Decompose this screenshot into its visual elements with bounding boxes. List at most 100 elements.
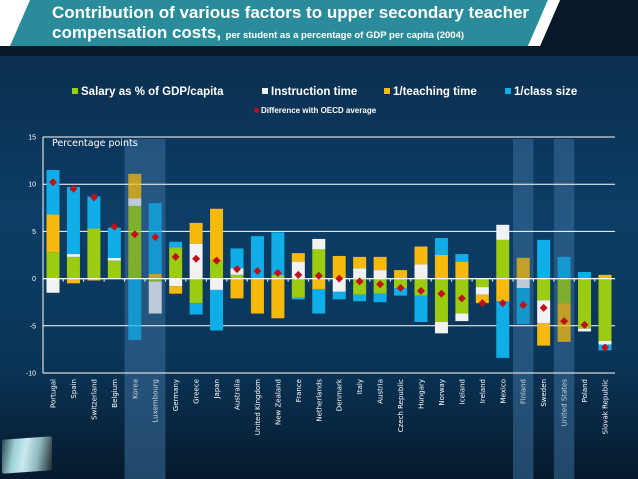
- bar-segment-salary: [475, 278, 489, 288]
- title-banner: [10, 0, 638, 46]
- bar-segment-teaching: [373, 256, 387, 271]
- x-label-iceland: Iceland: [458, 379, 466, 404]
- bar-segment-teaching: [353, 256, 367, 269]
- bar-segment-classsize: [434, 238, 448, 255]
- bars: [46, 170, 612, 358]
- difference-marker-france: [294, 270, 303, 279]
- legend-item-instruction: Instruction time: [262, 86, 357, 98]
- x-label-poland: Poland: [581, 379, 589, 402]
- difference-marker-germany: [171, 252, 180, 261]
- bar-segment-classsize: [87, 196, 101, 229]
- bar-segment-salary: [578, 278, 592, 329]
- bar-group-united-states: [557, 256, 571, 342]
- difference-marker-iceland: [457, 294, 466, 303]
- difference-marker-united-states: [560, 317, 569, 326]
- x-label-new-zealand: New Zealand: [274, 379, 282, 425]
- difference-marker-portugal: [49, 178, 57, 187]
- x-axis-labels: Portugal Spain Switzerland Belgium Korea Luxe…: [50, 378, 610, 435]
- difference-marker-finland: [519, 301, 528, 310]
- x-label-greece: Greece: [193, 379, 201, 404]
- legend-swatch-teaching: [384, 88, 390, 94]
- bar-segment-classsize: [271, 232, 285, 275]
- difference-marker-netherlands: [314, 271, 323, 280]
- bar-segment-classsize: [107, 227, 121, 258]
- bar-segment-instruction: [578, 328, 592, 332]
- bar-segment-instruction: [434, 322, 448, 334]
- title-banner-divider: [528, 0, 560, 46]
- y-tick-label: 10: [28, 182, 36, 189]
- bar-group-hungary: [414, 246, 428, 323]
- difference-marker-belgium: [110, 222, 119, 231]
- difference-marker-austria: [376, 280, 385, 289]
- bar-segment-salary: [394, 278, 408, 289]
- bar-group-austria: [373, 256, 387, 303]
- x-label-czech-republic: Czech Republic: [397, 379, 405, 432]
- bar-segment-instruction: [516, 278, 530, 289]
- bar-segment-salary: [291, 278, 305, 298]
- bar-segment-instruction: [210, 278, 224, 290]
- bar-group-norway: [434, 238, 448, 334]
- bar-segment-teaching: [148, 273, 162, 279]
- bar-group-belgium: [107, 227, 121, 279]
- bar-segment-teaching: [210, 208, 224, 261]
- bar-segment-classsize: [496, 301, 510, 358]
- legend-diamond-marker: [254, 108, 259, 113]
- bar-segment-instruction: [332, 278, 346, 292]
- bar-group-ireland: [475, 278, 489, 304]
- bar-segment-salary: [598, 278, 612, 341]
- bar-segment-teaching: [496, 278, 510, 302]
- difference-marker-italy: [355, 277, 364, 286]
- bar-group-spain: [66, 187, 80, 284]
- x-label-sweden: Sweden: [540, 379, 548, 407]
- bar-group-italy: [353, 256, 367, 302]
- legend-item-classsize: 1/class size: [505, 86, 577, 98]
- x-label-belgium: Belgium: [111, 379, 119, 408]
- legend-swatch-classsize: [505, 88, 511, 94]
- bar-segment-salary: [312, 249, 326, 279]
- bar-segment-teaching: [291, 253, 305, 262]
- difference-marker-czech-republic: [396, 284, 405, 293]
- x-label-france: France: [295, 379, 303, 402]
- bar-group-germany: [169, 241, 183, 294]
- bar-segment-classsize: [210, 289, 224, 331]
- legend-label-teaching: 1/teaching time: [393, 86, 477, 98]
- bar-segment-classsize: [537, 239, 551, 279]
- difference-marker-switzerland: [89, 193, 98, 202]
- difference-marker-sweden: [539, 303, 548, 312]
- bar-segment-salary: [189, 278, 203, 304]
- bar-group-poland: [578, 271, 592, 332]
- bar-segment-instruction: [414, 264, 428, 279]
- bar-group-mexico: [496, 224, 510, 358]
- bar-segment-teaching: [169, 286, 183, 294]
- bar-segment-teaching: [434, 255, 448, 279]
- bar-group-denmark: [332, 255, 346, 300]
- chart-title-subtitle: per student as a percentage of GDP per c…: [225, 30, 465, 41]
- bar-segment-classsize: [230, 248, 244, 269]
- x-label-united-kingdom: United Kingdom: [254, 379, 262, 435]
- difference-marker-spain: [69, 184, 78, 193]
- difference-marker-australia: [233, 265, 241, 274]
- x-label-portugal: Portugal: [50, 379, 58, 408]
- bar-segment-teaching: [537, 322, 551, 346]
- bar-segment-classsize: [189, 303, 203, 315]
- bar-segment-classsize: [46, 170, 60, 215]
- bar-segment-teaching: [312, 278, 326, 289]
- bar-segment-classsize: [128, 278, 142, 340]
- bar-segment-teaching: [128, 173, 142, 199]
- difference-marker-japan: [212, 256, 221, 265]
- x-label-switzerland: Switzerland: [90, 379, 98, 420]
- bar-segment-classsize: [169, 241, 183, 248]
- title-banner-shape: [10, 0, 548, 46]
- x-label-germany: Germany: [172, 379, 180, 411]
- bar-group-greece: [189, 222, 203, 315]
- legend-label-instruction: Instruction time: [271, 86, 358, 98]
- bar-segment-instruction: [169, 278, 183, 287]
- legend-item-difference: Difference with OECD average: [254, 106, 376, 115]
- bar-group-japan: [210, 208, 224, 331]
- y-tick-label: 15: [28, 135, 36, 142]
- bar-group-netherlands: [312, 238, 326, 314]
- bar-segment-instruction: [107, 257, 121, 261]
- presenter-thumbnail: [2, 436, 52, 474]
- bar-segment-teaching: [189, 222, 203, 244]
